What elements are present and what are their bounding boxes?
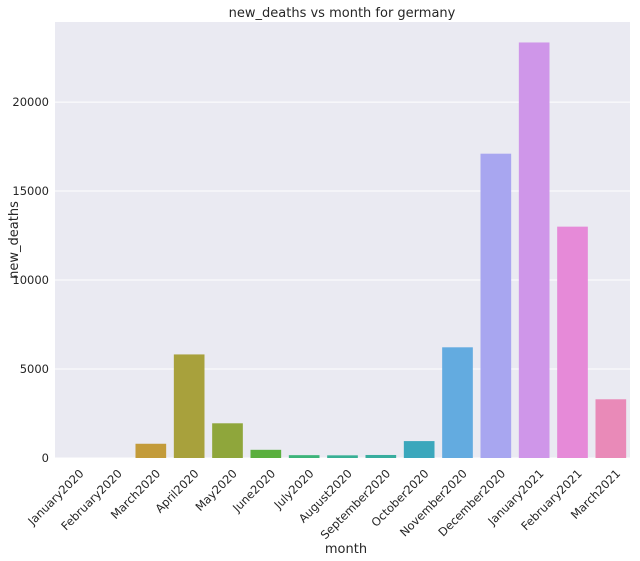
bar-august2020 <box>327 455 358 458</box>
x-tick-label: November2020 <box>397 466 470 539</box>
y-axis-label: new_deaths <box>7 201 22 279</box>
bar-march2020 <box>135 443 167 458</box>
y-tick-label: 5000 <box>20 362 49 376</box>
bar-february2021 <box>557 226 588 458</box>
bar-may2020 <box>212 423 243 458</box>
bar-october2020 <box>403 441 435 458</box>
bar-march2021 <box>595 399 627 458</box>
x-axis-label: month <box>325 542 367 557</box>
bar-april2020 <box>173 354 205 458</box>
y-tick-label: 10000 <box>12 273 49 287</box>
bar-june2020 <box>250 449 282 458</box>
bar-november2020 <box>442 347 473 458</box>
bar-january2021 <box>518 42 550 459</box>
x-tick-label: December2020 <box>435 466 508 539</box>
y-tick-label: 20000 <box>12 95 49 109</box>
x-tick-labels: January2020February2020March2020April202… <box>24 466 623 542</box>
chart-title: new_deaths vs month for germany <box>229 6 456 21</box>
y-tick-label: 0 <box>42 451 49 465</box>
bars <box>135 42 627 459</box>
x-tick-label: September2020 <box>318 466 394 542</box>
bar-december2020 <box>480 153 512 458</box>
y-tick-labels: 0 5000 10000 15000 20000 <box>12 95 49 465</box>
y-tick-label: 15000 <box>12 184 49 198</box>
bar-july2020 <box>288 455 320 458</box>
bar-september2020 <box>365 454 397 458</box>
